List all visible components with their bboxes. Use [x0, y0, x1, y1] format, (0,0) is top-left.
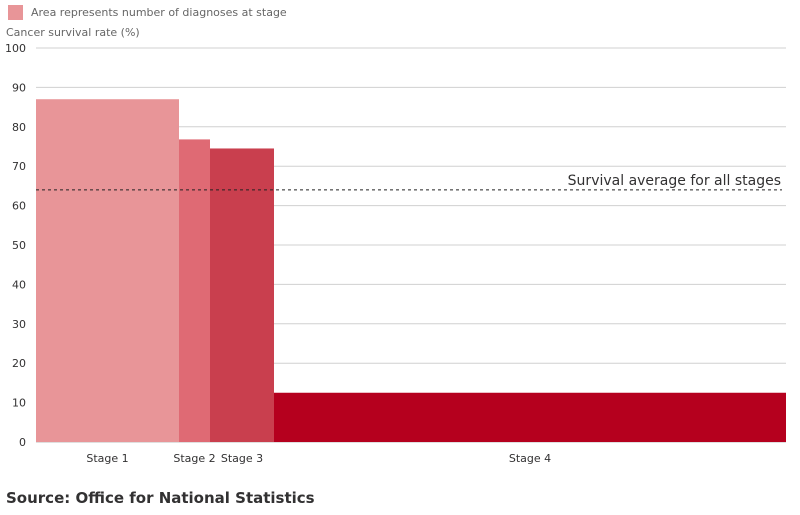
y-tick-labels: 0 10 20 30 40 50 60 70 80 90 100	[5, 42, 26, 449]
reference-line-label: Survival average for all stages	[568, 173, 781, 189]
y-tick-10: 10	[12, 397, 26, 410]
y-tick-70: 70	[12, 160, 26, 173]
y-tick-90: 90	[12, 81, 26, 94]
x-tick-stage-4: Stage 4	[509, 452, 551, 465]
y-tick-60: 60	[12, 200, 26, 213]
legend: Area represents number of diagnoses at s…	[8, 5, 287, 20]
y-tick-50: 50	[12, 239, 26, 252]
y-tick-80: 80	[12, 121, 26, 134]
y-tick-0: 0	[19, 436, 26, 449]
y-tick-20: 20	[12, 357, 26, 370]
y-axis-title: Cancer survival rate (%)	[6, 26, 140, 39]
x-tick-labels: Stage 1 Stage 2 Stage 3 Stage 4	[86, 452, 551, 465]
x-tick-stage-1: Stage 1	[86, 452, 128, 465]
x-tick-stage-3: Stage 3	[221, 452, 263, 465]
legend-label: Area represents number of diagnoses at s…	[31, 6, 287, 19]
bars	[36, 99, 786, 442]
source-note: Source: Office for National Statistics	[6, 489, 315, 507]
bar-stage-2	[179, 139, 210, 442]
bar-stage-3	[210, 148, 274, 442]
legend-swatch	[8, 5, 23, 20]
bar-stage-4	[274, 392, 786, 442]
y-tick-30: 30	[12, 318, 26, 331]
y-tick-40: 40	[12, 278, 26, 291]
reference-line-group: Survival average for all stages	[36, 173, 782, 191]
x-tick-stage-2: Stage 2	[173, 452, 215, 465]
y-tick-100: 100	[5, 42, 26, 55]
bar-stage-1	[36, 99, 179, 442]
